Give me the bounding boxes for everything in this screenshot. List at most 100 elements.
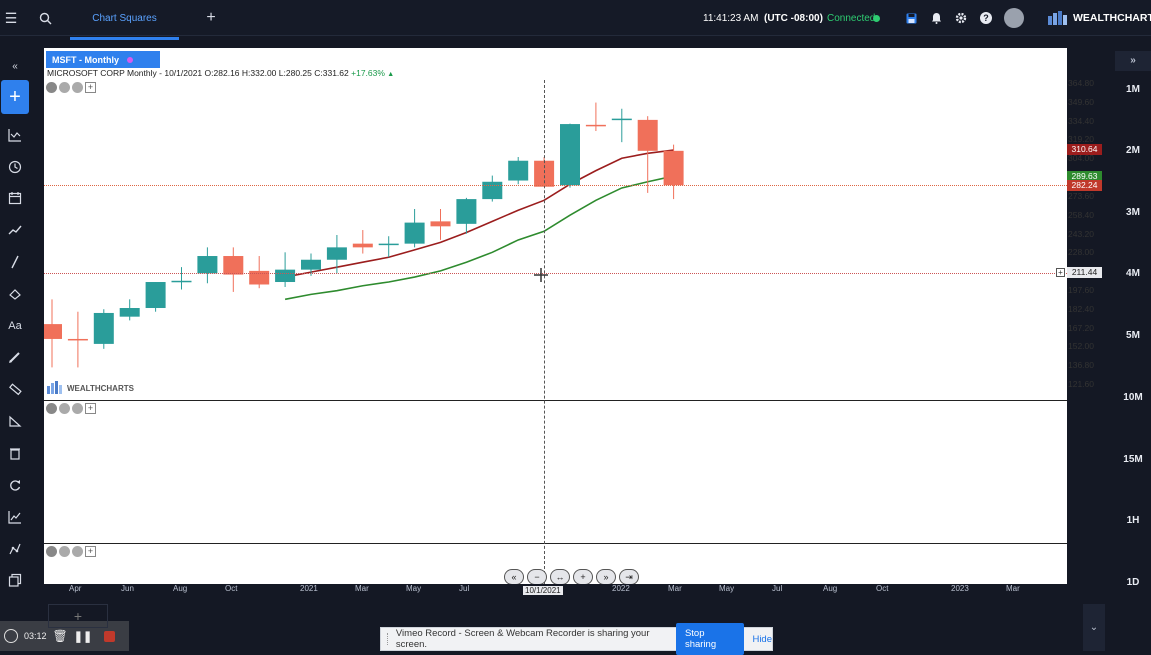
line-tool-icon[interactable] — [3, 250, 27, 274]
expand-pane-icon[interactable] — [72, 546, 83, 557]
candle[interactable] — [482, 175, 503, 202]
candle[interactable] — [249, 256, 270, 289]
fit-width-icon[interactable]: ↔ — [550, 569, 570, 585]
stop-recording-icon[interactable] — [104, 630, 116, 642]
node-tool-icon[interactable] — [3, 537, 27, 561]
collapse-left-icon[interactable]: « — [12, 60, 18, 72]
chart-canvas[interactable]: + + + WEALTHCHARTS « − ↔ + » ⇥ — [44, 48, 1067, 585]
avatar[interactable] — [1004, 0, 1024, 36]
zoom-out-icon[interactable]: − — [527, 569, 547, 585]
collapse-pane-icon[interactable] — [59, 403, 70, 414]
symbol-color-dot-icon[interactable] — [127, 56, 133, 63]
time-label: Jun — [121, 584, 134, 593]
timeframe-3m[interactable]: 3M — [1126, 207, 1140, 218]
add-pane-icon[interactable]: + — [85, 546, 96, 557]
add-pane-icon[interactable]: + — [85, 82, 96, 93]
timeframe-10m[interactable]: 10M — [1123, 392, 1143, 403]
measure-icon[interactable] — [3, 409, 27, 433]
help-icon[interactable]: ? — [979, 0, 993, 36]
menu-icon[interactable]: ☰ — [4, 9, 18, 26]
candle[interactable] — [378, 236, 399, 258]
candle[interactable] — [44, 299, 62, 368]
remove-pane-icon[interactable] — [46, 403, 57, 414]
candle[interactable] — [171, 267, 192, 290]
trend-icon[interactable] — [3, 218, 27, 242]
pane-divider[interactable] — [44, 400, 1067, 401]
expand-pane-icon[interactable] — [72, 82, 83, 93]
candle[interactable] — [301, 253, 321, 276]
add-layout-icon[interactable]: + — [48, 604, 108, 628]
candle[interactable] — [611, 108, 632, 143]
scroll-back-fast-icon[interactable]: « — [504, 569, 524, 585]
save-icon[interactable] — [904, 0, 918, 36]
timeframe-5m[interactable]: 5M — [1126, 330, 1140, 341]
collapse-pane-icon[interactable] — [59, 546, 70, 557]
timeframe-1d[interactable]: 1D — [1126, 577, 1140, 588]
timeframe-1m[interactable]: 1M — [1126, 84, 1140, 95]
webcam-icon[interactable] — [4, 629, 18, 643]
pencil-icon[interactable] — [3, 345, 27, 369]
timeframe-15m[interactable]: 15M — [1123, 454, 1143, 465]
expand-pane-icon[interactable] — [72, 403, 83, 414]
discard-recording-icon[interactable]: 🗑 — [52, 629, 68, 643]
text-tool-icon[interactable]: Aa — [8, 320, 22, 332]
candle[interactable] — [430, 208, 451, 240]
candle[interactable] — [637, 116, 658, 193]
brand-logo-icon — [1047, 0, 1069, 36]
candle[interactable] — [585, 102, 606, 132]
indicator-icon[interactable] — [3, 123, 27, 147]
moving-average-red-line[interactable] — [284, 149, 674, 278]
pane-divider[interactable] — [44, 543, 1067, 544]
candle[interactable] — [119, 299, 140, 321]
add-alert-icon[interactable]: + — [1056, 268, 1065, 277]
refresh-icon[interactable] — [3, 473, 27, 497]
add-tool-button[interactable]: + — [1, 80, 29, 114]
timeframe-1h[interactable]: 1H — [1126, 515, 1140, 526]
trash-icon[interactable] — [3, 441, 27, 465]
candle[interactable] — [197, 247, 218, 284]
pause-recording-icon[interactable]: ❚❚ — [73, 630, 93, 643]
shape-tool-icon[interactable] — [3, 282, 27, 306]
candle[interactable] — [275, 252, 296, 287]
candle[interactable] — [508, 157, 529, 185]
clock-icon[interactable] — [3, 155, 27, 179]
timeframe-2m[interactable]: 2M — [1126, 145, 1140, 156]
zoom-in-icon[interactable]: + — [573, 569, 593, 585]
price-chart[interactable] — [44, 48, 1067, 584]
candle[interactable] — [663, 144, 684, 200]
candle[interactable] — [352, 230, 373, 254]
scroll-forward-fast-icon[interactable]: » — [596, 569, 616, 585]
hide-button[interactable]: Hide — [752, 633, 772, 645]
candle[interactable] — [456, 197, 477, 234]
layers-icon[interactable] — [3, 568, 27, 592]
bell-icon[interactable] — [929, 0, 943, 36]
ruler-icon[interactable] — [3, 377, 27, 401]
add-pane-icon[interactable]: + — [85, 403, 96, 414]
candle[interactable] — [67, 311, 88, 368]
candle[interactable] — [223, 247, 244, 292]
gear-icon[interactable] — [954, 0, 968, 36]
open-label: O: — [204, 68, 214, 78]
candle[interactable] — [145, 282, 166, 312]
expand-bottom-icon[interactable]: ⌄ — [1083, 604, 1105, 651]
timezone[interactable]: (UTC -08:00) — [764, 12, 823, 24]
timeframe-4m[interactable]: 4M — [1126, 268, 1140, 279]
calendar-icon[interactable] — [3, 186, 27, 210]
jump-to-latest-icon[interactable]: ⇥ — [619, 569, 639, 585]
symbol-tag[interactable]: MSFT - Monthly — [46, 51, 160, 68]
chart-type-icon[interactable] — [3, 505, 27, 529]
remove-pane-icon[interactable] — [46, 82, 57, 93]
candle[interactable] — [560, 123, 580, 188]
candle[interactable] — [404, 208, 425, 248]
candle[interactable] — [93, 309, 114, 349]
remove-pane-icon[interactable] — [46, 546, 57, 557]
stop-sharing-button[interactable]: Stop sharing — [675, 623, 745, 655]
add-tab-icon[interactable]: + — [206, 9, 216, 26]
collapse-pane-icon[interactable] — [59, 82, 70, 93]
tab-chart-squares[interactable]: Chart Squares — [70, 0, 179, 40]
drag-handle-icon[interactable] — [387, 633, 390, 645]
moving-average-green-line[interactable] — [284, 175, 674, 301]
candle[interactable] — [326, 234, 347, 274]
search-icon[interactable] — [38, 0, 52, 36]
collapse-right-icon[interactable]: » — [1115, 51, 1151, 71]
